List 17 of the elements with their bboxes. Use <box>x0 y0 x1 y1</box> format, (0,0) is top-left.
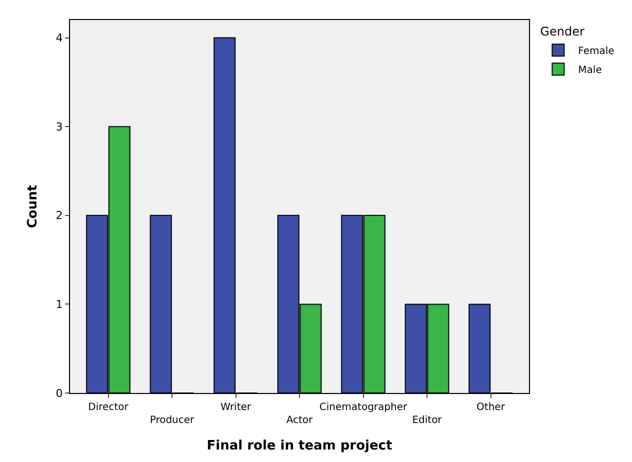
x-tick-label: Other <box>476 402 506 413</box>
y-tick-label: 3 <box>56 120 63 134</box>
y-tick-label: 1 <box>56 298 63 312</box>
legend-label: Male <box>578 65 602 76</box>
x-tick-label: Cinematographer <box>319 402 408 413</box>
x-tick-label: Editor <box>412 415 443 426</box>
x-tick-label: Producer <box>150 415 196 426</box>
x-tick-label: Actor <box>286 415 314 426</box>
y-tick-label: 4 <box>56 32 63 45</box>
y-tick-label: 0 <box>56 386 63 400</box>
legend-label: Female <box>578 46 614 57</box>
x-tick-label: Writer <box>220 402 252 413</box>
x-axis-title: Final role in team project <box>206 438 392 454</box>
y-axis-title: Count <box>26 184 41 228</box>
x-tick-label: Director <box>88 402 130 413</box>
legend-title: Gender <box>540 24 584 39</box>
y-tick-label: 2 <box>56 209 63 222</box>
